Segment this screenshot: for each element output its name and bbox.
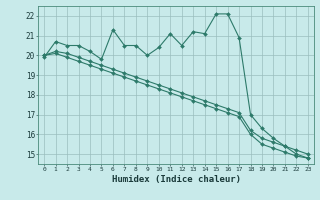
- X-axis label: Humidex (Indice chaleur): Humidex (Indice chaleur): [111, 175, 241, 184]
